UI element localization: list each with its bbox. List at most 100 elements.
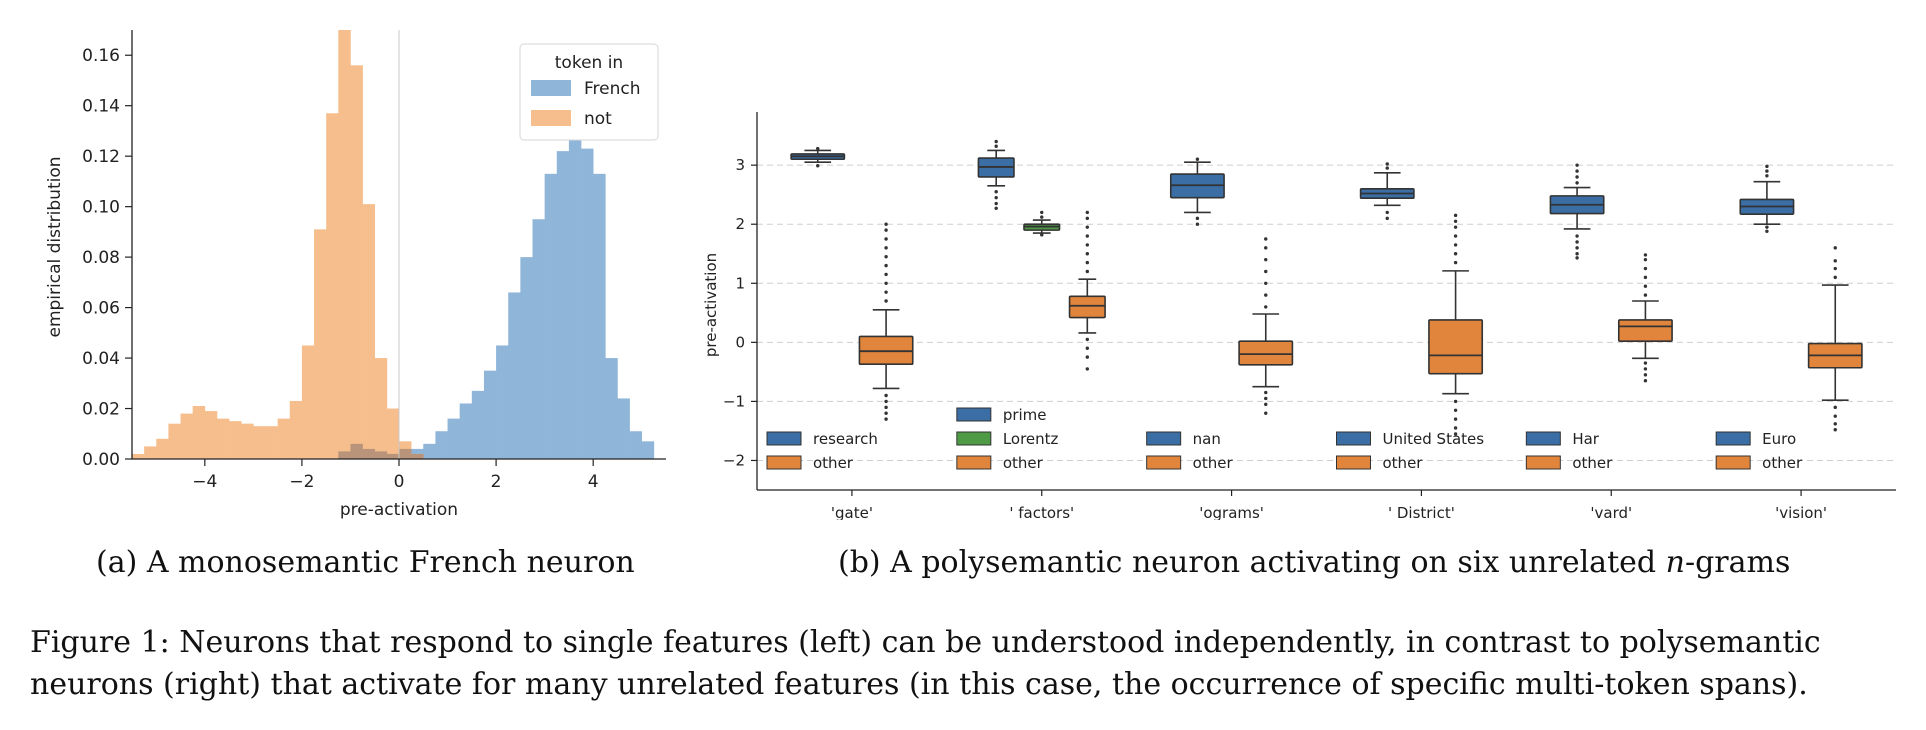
bar-french-5: [471, 390, 485, 459]
histogram-chart: −4 −2 0 2 4 0.00 0.02 0.04 0.06 0.08 0.10 0.12 0.14…: [45, 30, 666, 520]
bar-french-14: [581, 148, 594, 459]
outlier-point: [1575, 246, 1579, 250]
bar-not-1: [144, 446, 157, 459]
x-tick-label: ' District': [1388, 504, 1455, 520]
outlier-point: [1575, 163, 1579, 167]
bar-not-14: [301, 345, 315, 459]
bar-overlap-0: [338, 451, 351, 459]
box-0-research: [790, 146, 846, 168]
outlier-point: [1643, 373, 1648, 377]
bar-french-12: [556, 151, 570, 460]
box-1-lorentz: [1023, 210, 1061, 237]
outlier-point: [1575, 256, 1579, 260]
y-tick-label: 0.10: [82, 198, 120, 218]
bar-overlap-2: [362, 448, 376, 459]
outlier-point: [1085, 216, 1090, 221]
outlier-point: [1385, 210, 1389, 215]
legend-swatch-not: [531, 110, 571, 126]
legend-label: other: [1572, 454, 1613, 472]
bar-french-4: [459, 403, 473, 459]
outlier-point: [1643, 266, 1648, 271]
outlier-point: [1765, 174, 1769, 178]
x-tick-label: −2: [289, 472, 314, 492]
outlier-point: [884, 255, 888, 259]
y-tick-label: 3: [735, 156, 745, 174]
outlier-point: [1264, 390, 1268, 395]
y-ticks: −2 −1 0 1 2 3: [723, 156, 757, 469]
outlier-point: [1264, 257, 1268, 262]
outlier-point: [884, 281, 888, 285]
x-tick-label: 'vard': [1590, 504, 1632, 520]
bar-french-3: [447, 418, 460, 459]
outlier-point: [884, 411, 888, 415]
y-tick-label: 0.04: [82, 349, 120, 369]
outlier-point: [884, 290, 888, 294]
box-3-united-states: [1359, 162, 1415, 221]
bar-overlap-5: [399, 448, 412, 459]
legend: token in French not: [519, 43, 659, 141]
outlier-point: [1264, 411, 1268, 415]
bar-not-3: [168, 423, 181, 459]
legend-swatch-other: [1525, 455, 1561, 470]
outlier-point: [1264, 396, 1268, 401]
group-legends: research other prime Lorentz other nan other Un…: [766, 406, 1803, 472]
x-ticks: 'gate' ' factors' 'ograms' ' District' 'vard…: [831, 490, 1827, 520]
x-axis-label: pre-activation: [340, 500, 458, 520]
outlier-point: [1385, 166, 1389, 170]
bar-not-0: [132, 453, 145, 459]
bar-french-11: [544, 173, 558, 459]
y-axis-label: empirical distribution: [45, 156, 65, 337]
x-tick-label: 2: [491, 472, 502, 492]
bar-french-18: [629, 431, 643, 459]
bar-french-8: [508, 292, 521, 459]
outlier-point: [884, 228, 888, 232]
legend-label-french: French: [584, 79, 641, 99]
legend-label: other: [1383, 454, 1424, 472]
outlier-point: [1575, 240, 1579, 244]
outlier-point: [1085, 346, 1090, 350]
y-tick-label: 2: [735, 215, 745, 233]
outlier-point: [1453, 225, 1458, 229]
y-tick-label: −2: [723, 451, 745, 469]
outlier-point: [1833, 428, 1837, 432]
legend-label: Euro: [1762, 430, 1796, 448]
outlier-point: [1195, 157, 1200, 161]
box-body: [1617, 319, 1673, 342]
histogram-bars: [132, 30, 655, 460]
legend-label: Lorentz: [1003, 430, 1059, 448]
legend-swatch-other: [1146, 455, 1182, 470]
bar-overlap-4: [386, 453, 400, 459]
legend-swatch-lorentz: [956, 431, 992, 446]
outlier-point: [1264, 293, 1268, 297]
outlier-point: [884, 399, 888, 404]
outlier-point: [1765, 229, 1769, 234]
legend-label: other: [813, 454, 854, 472]
outlier-point: [1453, 399, 1458, 404]
outlier-point: [1264, 246, 1268, 250]
gridlines: [757, 164, 1896, 461]
legend-swatch-other: [766, 455, 802, 470]
outlier-point: [884, 246, 888, 250]
outlier-point: [1085, 243, 1090, 247]
outlier-point: [884, 263, 888, 268]
outlier-point: [1453, 432, 1458, 436]
bar-not-11: [265, 426, 278, 459]
outlier-point: [1264, 402, 1268, 407]
legend-swatch-other: [956, 455, 992, 470]
figure-caption: Figure 1: Neurons that respond to single…: [30, 625, 1821, 702]
subcaption-b-prefix: (b) A polysemantic neuron activating on …: [838, 545, 1666, 580]
bar-not-12: [277, 418, 291, 459]
box-plot-chart: research other prime Lorentz other nan other Un…: [702, 112, 1896, 520]
bar-not-20: [374, 358, 388, 459]
bar-not-13: [289, 400, 303, 459]
bar-not-9: [241, 423, 254, 459]
subcaption-a: (a) A monosemantic French neuron: [96, 545, 635, 580]
outlier-point: [816, 164, 820, 168]
outlier-point: [1085, 260, 1090, 265]
bar-french-10: [532, 219, 545, 459]
bar-not-16: [326, 113, 339, 459]
outlier-point: [1264, 269, 1268, 274]
outlier-point: [1643, 361, 1648, 365]
outlier-point: [1453, 213, 1458, 218]
outlier-point: [1453, 252, 1458, 256]
